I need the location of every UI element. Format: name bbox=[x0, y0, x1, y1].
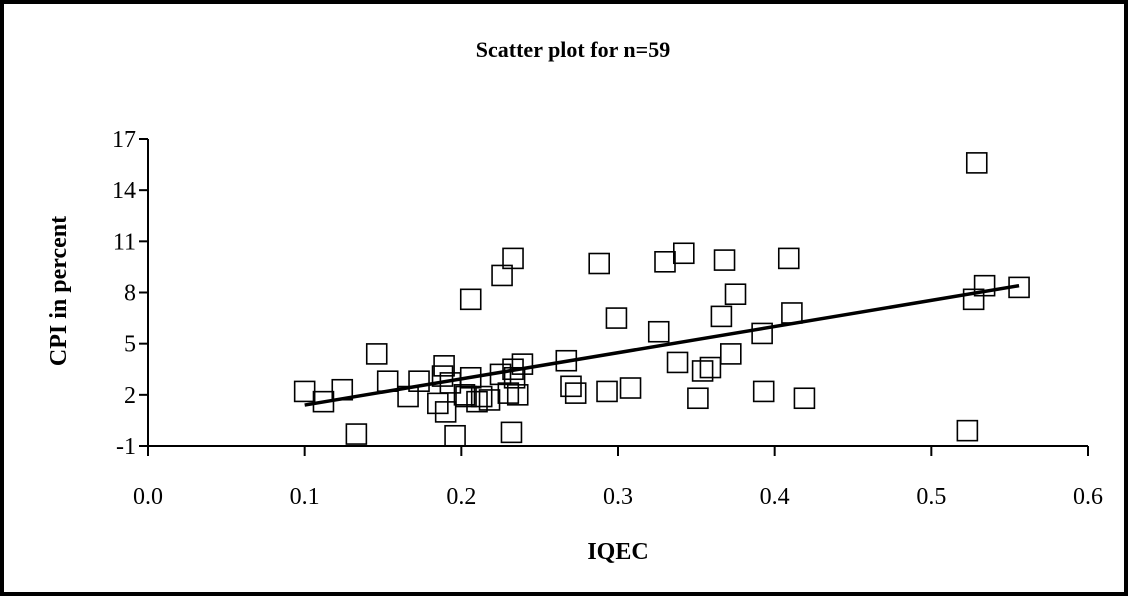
data-point bbox=[453, 384, 476, 406]
plot-area: 0.0 0.1 0.2 0.3 0.4 0.5 0.6 -1 2 5 8 11 14 17 bbox=[112, 127, 1103, 510]
y-tick-label: 14 bbox=[112, 178, 136, 204]
x-tick-label: 0.6 bbox=[1073, 484, 1103, 510]
data-point bbox=[376, 370, 399, 392]
data-point bbox=[699, 356, 722, 379]
data-point bbox=[962, 288, 985, 311]
y-tick-label: 8 bbox=[124, 281, 136, 307]
x-tick-label: 0.4 bbox=[760, 484, 790, 510]
data-point bbox=[560, 375, 582, 398]
data-point bbox=[973, 274, 996, 297]
x-tick-label: 0.0 bbox=[133, 484, 163, 510]
y-tick-label: -1 bbox=[116, 434, 136, 460]
y-tick-label: 11 bbox=[113, 229, 136, 255]
data-point bbox=[710, 305, 733, 328]
data-point bbox=[588, 252, 611, 275]
data-point bbox=[781, 302, 803, 324]
x-tick-label: 0.1 bbox=[290, 484, 320, 510]
data-point bbox=[691, 360, 714, 382]
data-point bbox=[365, 343, 388, 365]
data-point bbox=[596, 380, 618, 403]
data-point bbox=[654, 251, 676, 273]
x-tick-label: 0.5 bbox=[916, 484, 946, 510]
data-point bbox=[491, 264, 513, 287]
chart-title: Scatter plot for n=59 bbox=[476, 37, 670, 62]
data-point bbox=[719, 343, 742, 365]
data-point bbox=[293, 380, 316, 403]
data-point bbox=[511, 353, 534, 375]
data-point bbox=[500, 421, 523, 444]
x-axis-title: IQEC bbox=[587, 539, 648, 565]
x-tick-label: 0.3 bbox=[603, 484, 633, 510]
data-point bbox=[345, 423, 368, 445]
data-point bbox=[466, 390, 488, 413]
trend-line bbox=[304, 283, 1020, 407]
data-point bbox=[713, 249, 736, 271]
data-point bbox=[751, 322, 773, 345]
data-point bbox=[605, 307, 628, 329]
data-point bbox=[470, 385, 493, 408]
data-point bbox=[793, 387, 816, 410]
data-point bbox=[724, 283, 747, 306]
x-tick-label: 0.2 bbox=[446, 484, 476, 510]
data-point bbox=[619, 377, 642, 399]
data-point bbox=[965, 152, 988, 174]
data-point bbox=[687, 387, 709, 410]
data-point bbox=[503, 366, 526, 389]
y-tick-label: 17 bbox=[112, 127, 136, 153]
data-point bbox=[434, 401, 457, 423]
y-axis-title: CPI in percent bbox=[46, 216, 72, 366]
data-point bbox=[506, 384, 529, 406]
data-point bbox=[666, 351, 689, 374]
data-point bbox=[459, 288, 482, 311]
y-tick-label: 5 bbox=[124, 332, 136, 358]
data-point bbox=[672, 242, 695, 265]
data-point bbox=[647, 320, 670, 343]
data-point bbox=[956, 419, 979, 442]
data-point bbox=[564, 382, 587, 404]
data-point bbox=[502, 247, 524, 270]
data-point bbox=[427, 392, 449, 415]
data-point bbox=[408, 370, 430, 392]
data-point bbox=[455, 385, 477, 408]
data-point bbox=[777, 247, 800, 270]
data-point bbox=[433, 355, 455, 377]
y-tick-label: 2 bbox=[124, 383, 136, 409]
data-point bbox=[444, 424, 466, 447]
data-point bbox=[752, 380, 775, 403]
data-point bbox=[478, 389, 501, 411]
